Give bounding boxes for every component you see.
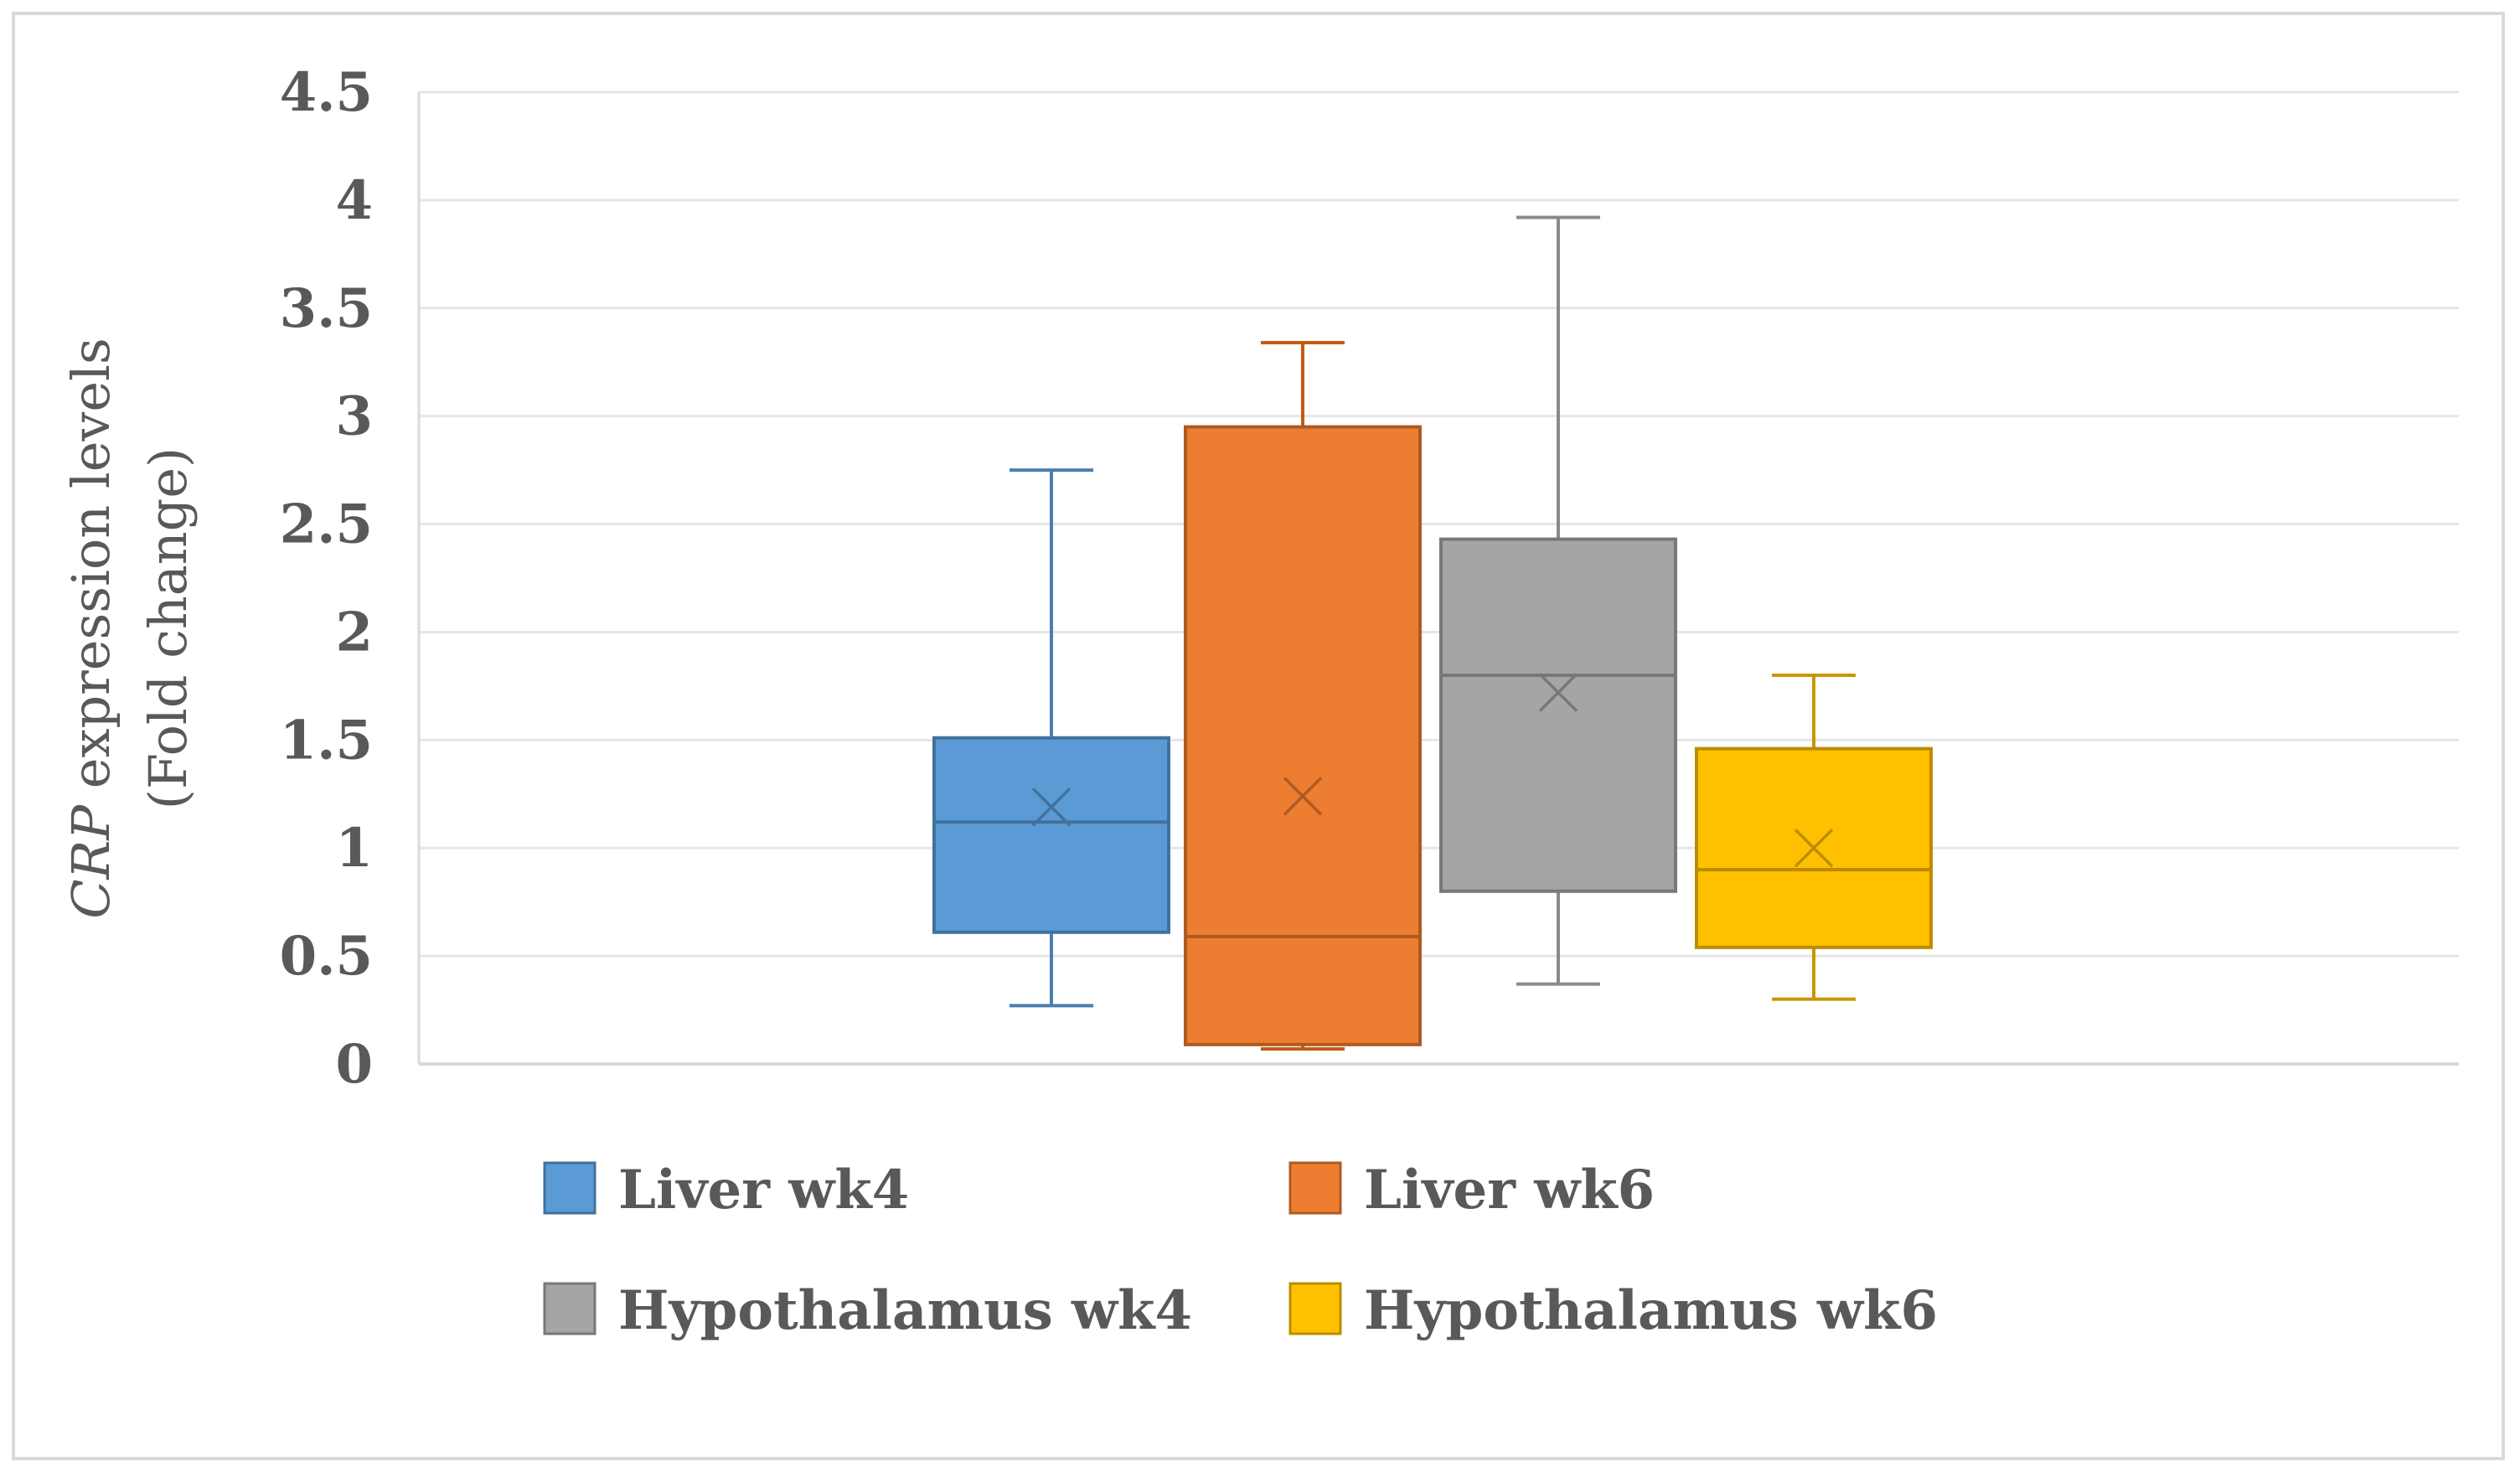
legend-label: Hypothalamus wk6 [1364,1279,1938,1342]
y-tick-label: 4.5 [280,61,373,124]
y-tick-label: 4 [335,169,373,232]
legend-item-liver-wk6: Liver wk6 [1288,1159,1655,1222]
mean-marker [1538,673,1578,712]
mean-marker [1794,828,1834,868]
legend-swatch [543,1161,596,1215]
y-tick-label: 2.5 [280,493,373,556]
legend: Liver wk4 Liver wk6 Hypothalamus wk4 Hypoth… [543,1159,1938,1342]
y-tick-label: 3 [335,385,373,448]
legend-swatch [543,1282,596,1335]
legend-label: Hypothalamus wk4 [618,1279,1192,1342]
y-axis-label-line2: (Fold change) [137,447,199,810]
box-liver-wk4 [932,468,1170,1008]
legend-item-hypothalamus-wk4: Hypothalamus wk4 [543,1279,1192,1342]
iqr-box [932,736,1170,934]
grid-lines [417,90,2459,1066]
iqr-box [1184,425,1422,1046]
y-axis-label-rest: expression levels [60,338,121,805]
y-tick-label: 2 [335,601,373,664]
mean-marker [1283,777,1323,816]
y-axis-label: CRP expression levels (Fold change) [60,338,199,919]
legend-label: Liver wk6 [1364,1159,1655,1222]
legend-item-hypothalamus-wk6: Hypothalamus wk6 [1288,1279,1938,1342]
legend-item-liver-wk4: Liver wk4 [543,1159,909,1222]
y-tick-label: 3.5 [280,277,373,340]
y-axis-ticks: 0 0.5 1 1.5 2 2.5 3 3.5 4 4.5 [280,61,373,1096]
y-tick-label: 0.5 [280,925,373,988]
legend-swatch [1288,1282,1342,1335]
legend-swatch [1288,1161,1342,1215]
y-tick-label: 1 [335,817,373,880]
mean-marker [1031,788,1072,827]
y-tick-label: 0 [335,1033,373,1096]
y-tick-label: 1.5 [280,709,373,772]
box-liver-wk6 [1184,341,1422,1051]
box-hypothalamus-wk6 [1695,674,1933,1001]
box-hypothalamus-wk4 [1439,215,1677,986]
box-series [932,215,1933,1051]
iqr-box [1439,537,1677,893]
legend-label: Liver wk4 [618,1159,909,1222]
y-axis-label-line1: CRP expression levels [60,338,121,919]
y-axis-label-italic: CRP [60,804,121,919]
